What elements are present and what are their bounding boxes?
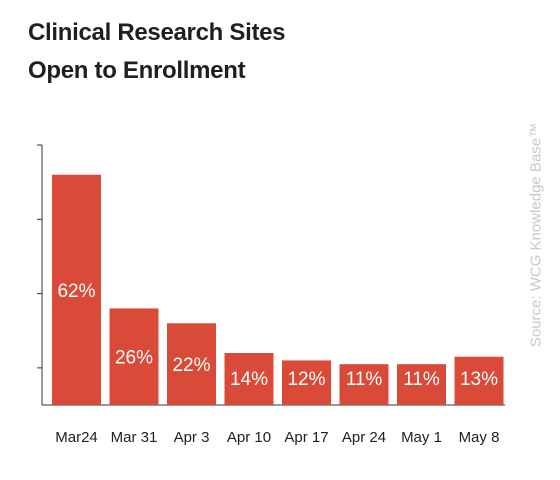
bar-value-label: 11% [403,369,440,390]
x-tick-labels: Mar24 Mar 31 Apr 3 Apr 10 Apr 17 Apr 24 May 1 M… [55,429,499,446]
bar-value-label: 62% [57,281,95,302]
bar-value-label: 13% [460,369,498,390]
bar [454,356,504,405]
bar-value-label: 22% [172,355,210,376]
x-tick-label: Apr 10 [227,429,271,446]
chart-title: Clinical Research Sites Open to Enrollme… [28,14,286,90]
x-tick-label: May 8 [459,429,500,446]
bar [397,364,446,405]
bar-value-label: 26% [115,348,153,369]
bar [52,174,101,405]
chart-bars: 62% 26% 22% 14% 12% 11% 11% 13% [52,174,504,405]
bar [339,364,389,405]
x-tick-label: May 1 [401,429,442,446]
bar-value-label: 11% [346,369,383,390]
bar [109,308,159,405]
chart-title-line1: Clinical Research Sites [28,19,286,46]
x-tick-label: Mar24 [55,429,98,446]
bar [224,353,274,405]
x-tick-label: Apr 17 [284,429,328,446]
x-tick-label: Apr 3 [174,429,210,446]
x-tick-label: Mar 31 [111,429,158,446]
bar [167,323,216,405]
bar-value-label: 14% [230,369,268,390]
bar-value-label: 12% [287,369,325,390]
x-tick-label: Apr 24 [342,429,386,446]
chart-title-line2: Open to Enrollment [28,57,246,84]
bar [282,360,331,405]
